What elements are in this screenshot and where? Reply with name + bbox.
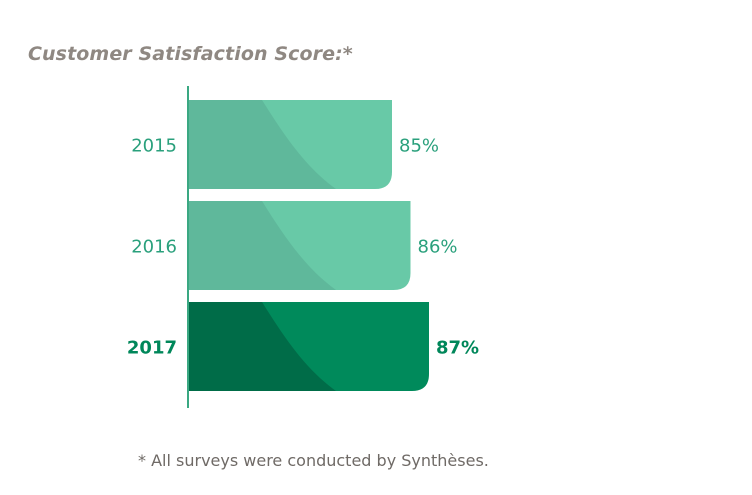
bar-group-2015: 2015 85% bbox=[131, 100, 439, 189]
category-label-2016: 2016 bbox=[131, 237, 177, 258]
bar-group-2016: 2016 86% bbox=[131, 201, 458, 290]
bar-shadow-2015 bbox=[188, 100, 336, 189]
bar-group-2017: 2017 87% bbox=[127, 302, 479, 391]
value-label-2015: 85% bbox=[399, 136, 439, 157]
category-label-2015: 2015 bbox=[131, 136, 177, 157]
value-label-2016: 86% bbox=[418, 237, 458, 258]
bar-shadow-2017 bbox=[188, 302, 336, 391]
category-label-2017: 2017 bbox=[127, 338, 177, 359]
value-label-2017: 87% bbox=[436, 338, 479, 359]
chart-title: Customer Satisfaction Score:* bbox=[28, 43, 353, 65]
footnote: * All surveys were conducted by Synthèse… bbox=[138, 451, 489, 470]
bar-shadow-2016 bbox=[188, 201, 336, 290]
